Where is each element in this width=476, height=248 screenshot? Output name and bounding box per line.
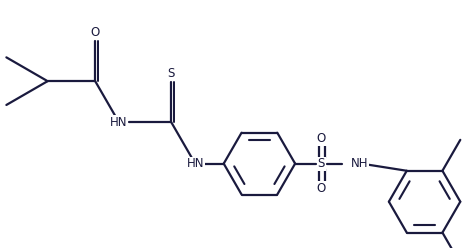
Text: S: S (317, 157, 325, 170)
Text: O: O (90, 26, 100, 39)
Text: HN: HN (187, 157, 204, 170)
Text: HN: HN (110, 116, 128, 129)
Text: S: S (168, 67, 175, 80)
Text: NH: NH (351, 157, 368, 170)
Text: O: O (317, 182, 326, 195)
Text: O: O (317, 132, 326, 145)
